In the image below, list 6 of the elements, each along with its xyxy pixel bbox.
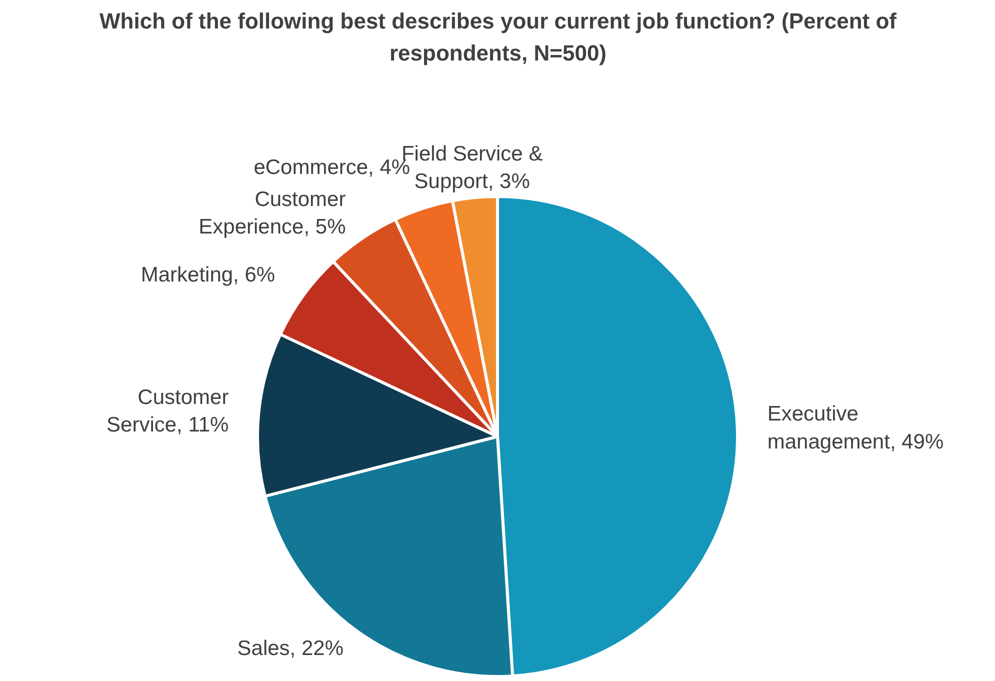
slice-label: Customer Experience, 5%: [198, 188, 346, 238]
slice-label: Executive management, 49%: [767, 402, 944, 454]
chart-title: Which of the following best describes your current job function? (Percent of respondents, N=500): [100, 8, 898, 66]
slice-label: Customer Service, 11%: [106, 386, 229, 436]
slice-label: Marketing, 6%: [140, 263, 276, 286]
slice-label: Sales, 22%: [237, 636, 344, 660]
